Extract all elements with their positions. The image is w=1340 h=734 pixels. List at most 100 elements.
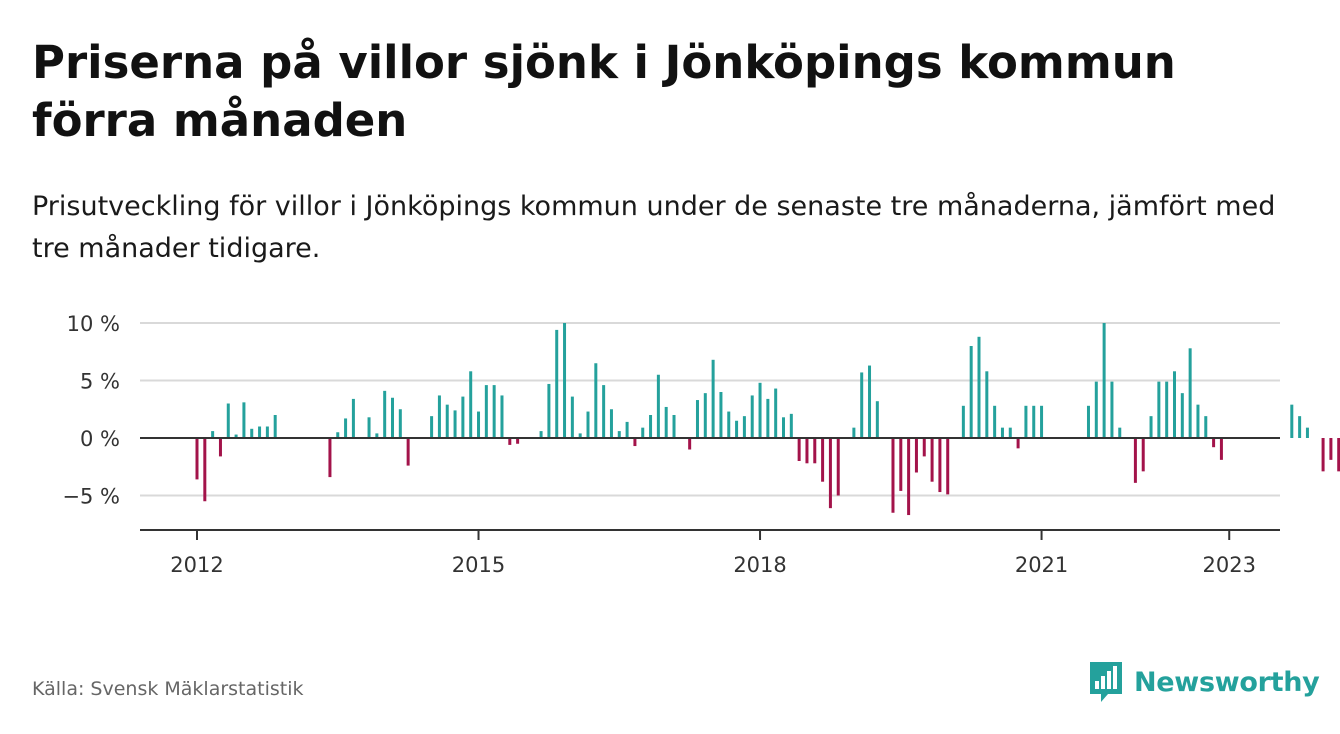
bar <box>1118 427 1122 438</box>
bar <box>516 438 520 444</box>
x-tick-label: 2015 <box>452 553 505 577</box>
bar <box>1094 381 1098 438</box>
grid-lines <box>140 322 1280 497</box>
bar <box>1133 438 1137 483</box>
bar <box>391 397 394 438</box>
bar <box>993 405 997 438</box>
y-tick-label: 10 % <box>67 312 120 336</box>
bar <box>430 416 434 438</box>
bar <box>1321 438 1325 472</box>
chart-subtitle: Prisutveckling för villor i Jönköpings k… <box>32 191 1276 264</box>
bar <box>453 410 457 438</box>
bar <box>1040 405 1044 438</box>
bar <box>899 438 903 491</box>
bar <box>727 411 731 438</box>
bar <box>1149 416 1153 438</box>
bar <box>1173 371 1176 438</box>
bar <box>805 438 809 464</box>
bar <box>547 383 551 438</box>
bar <box>265 426 269 438</box>
bar <box>625 421 629 438</box>
bar <box>868 365 872 438</box>
brand-name: Newsworthy <box>1134 666 1320 698</box>
bar <box>234 434 238 438</box>
bar <box>922 438 926 457</box>
bar <box>594 363 598 438</box>
bar-series <box>195 323 1340 516</box>
bar <box>813 438 817 464</box>
bar <box>750 395 754 438</box>
bar <box>484 385 488 438</box>
x-tick-label: 2021 <box>1015 553 1068 577</box>
bar <box>836 438 840 496</box>
bar <box>1032 405 1036 438</box>
bar <box>961 405 965 438</box>
bar <box>672 415 676 438</box>
bar <box>1102 323 1106 438</box>
bar <box>1212 438 1216 448</box>
y-tick-label: 5 % <box>80 370 120 394</box>
bar <box>742 416 746 438</box>
bar <box>758 382 762 438</box>
bar <box>688 438 692 450</box>
bar <box>242 402 246 438</box>
bar <box>969 346 973 438</box>
chart-title: Priserna på villor sjönk i Jönköpings ko… <box>32 36 1176 147</box>
bar <box>711 359 715 438</box>
bar <box>492 385 496 438</box>
bar <box>930 438 934 482</box>
bar <box>695 400 699 438</box>
bar <box>1188 348 1192 438</box>
source-note: Källa: Svensk Mäklarstatistik <box>32 678 304 700</box>
axes <box>140 437 1280 540</box>
bar <box>218 438 222 457</box>
bar <box>469 371 473 438</box>
bar <box>1204 416 1208 438</box>
bar <box>774 388 778 438</box>
newsworthy-logo: Newsworthy <box>1088 660 1320 704</box>
bar <box>203 438 207 502</box>
bar <box>539 431 543 438</box>
bar <box>852 427 856 438</box>
bar <box>406 438 410 466</box>
bar <box>500 395 504 438</box>
bar <box>719 392 723 438</box>
bar <box>891 438 895 513</box>
bar <box>398 409 402 438</box>
y-tick-label: −5 % <box>62 485 120 509</box>
bar <box>570 396 574 438</box>
bar <box>828 438 832 509</box>
bar <box>907 438 911 516</box>
bar <box>195 438 199 480</box>
bar <box>938 438 942 493</box>
bar <box>703 393 707 438</box>
bar <box>563 323 567 438</box>
bar <box>914 438 918 473</box>
bar <box>860 372 864 438</box>
bar <box>789 413 793 438</box>
x-tick-label: 2012 <box>170 553 223 577</box>
bar <box>250 428 254 438</box>
bar <box>1329 438 1333 460</box>
bar <box>508 438 512 445</box>
bar <box>477 411 481 438</box>
bar <box>351 398 355 438</box>
bar <box>328 438 332 478</box>
bar <box>782 417 785 438</box>
bar <box>1196 404 1200 438</box>
bar <box>766 398 770 438</box>
bar <box>375 433 379 438</box>
bar <box>1000 427 1004 438</box>
bar <box>649 415 653 438</box>
bar <box>578 433 582 438</box>
bar <box>1337 438 1340 472</box>
bar <box>1298 416 1302 438</box>
bar <box>273 415 277 438</box>
bar <box>609 409 613 438</box>
bar <box>875 401 879 438</box>
bar <box>946 438 950 495</box>
bar <box>656 374 660 438</box>
bar <box>985 371 989 438</box>
bar <box>1165 381 1169 438</box>
